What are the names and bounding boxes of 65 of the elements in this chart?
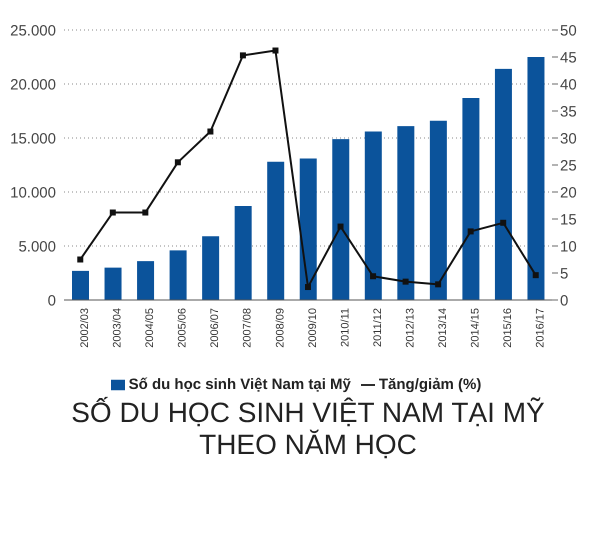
point bbox=[174, 159, 181, 166]
bar bbox=[267, 162, 284, 300]
y2-tick-label: 0 bbox=[560, 292, 568, 310]
y-tick-label: 0 bbox=[48, 292, 56, 310]
y2-tick-label: 25 bbox=[560, 157, 577, 174]
point bbox=[500, 220, 506, 226]
bar bbox=[170, 250, 187, 300]
y-tick-label: 5.000 bbox=[18, 238, 56, 256]
point bbox=[435, 281, 442, 288]
point bbox=[402, 278, 409, 285]
bar bbox=[494, 68, 512, 300]
legend-label: Số du học sinh Việt Nam tại Mỹ bbox=[128, 376, 351, 393]
bar bbox=[430, 120, 447, 300]
y-tick-label: 25.000 bbox=[10, 22, 56, 40]
bar bbox=[462, 98, 480, 300]
y2-tick-label: 40 bbox=[560, 76, 577, 94]
point bbox=[240, 52, 246, 58]
x-tick-label: 2002/03 bbox=[79, 308, 92, 348]
x-tick-label: 2016/17 bbox=[534, 308, 547, 348]
point bbox=[272, 48, 278, 54]
x-tick-label: 2015/16 bbox=[502, 308, 514, 348]
bar bbox=[527, 57, 544, 300]
point bbox=[305, 284, 311, 290]
x-tick-label: 2009/10 bbox=[306, 308, 319, 348]
point bbox=[207, 128, 214, 135]
x-tick-label: 2004/05 bbox=[144, 308, 156, 348]
x-tick-label: 2003/04 bbox=[112, 308, 124, 348]
x-tick-label: 2005/06 bbox=[176, 308, 189, 348]
legend-label: Tăng/giảm (%) bbox=[378, 376, 482, 393]
point bbox=[77, 256, 84, 262]
y2-tick-label: 10 bbox=[560, 238, 577, 256]
text: SỐ DU HỌC SINH VIỆT NAM TẠI MỸ THEO NĂM HỌC bbox=[70, 397, 546, 461]
x-tick-label: 2010/11 bbox=[339, 308, 352, 347]
x-tick-label: 2006/07 bbox=[209, 308, 222, 348]
bar bbox=[72, 270, 89, 300]
bar bbox=[202, 236, 220, 300]
point bbox=[370, 273, 376, 280]
y2-tick-label: 45 bbox=[560, 49, 577, 66]
y-tick-label: 15.000 bbox=[10, 130, 56, 148]
bar bbox=[104, 268, 122, 300]
bar bbox=[332, 139, 350, 300]
y-tick-label: 10.000 bbox=[10, 184, 56, 202]
bar bbox=[137, 261, 154, 300]
x-tick-label: 2013/14 bbox=[436, 308, 449, 348]
y2-tick-label: 5 bbox=[560, 265, 568, 282]
point bbox=[532, 272, 539, 278]
point bbox=[142, 210, 148, 216]
y2-tick-label: 35 bbox=[560, 103, 577, 120]
y2-tick-label: 15 bbox=[560, 211, 577, 228]
point bbox=[338, 224, 344, 230]
point bbox=[110, 210, 116, 216]
y2-tick-label: 20 bbox=[560, 184, 577, 202]
x-tick-label: 2008/09 bbox=[274, 308, 286, 348]
y2-tick-label: 30 bbox=[560, 130, 577, 148]
x-tick-label: 2012/13 bbox=[404, 308, 416, 348]
bar bbox=[300, 158, 317, 300]
y2-tick-label: 50 bbox=[560, 22, 577, 40]
bar bbox=[234, 206, 252, 300]
bar bbox=[397, 126, 414, 300]
x-tick-label: 2014/15 bbox=[469, 308, 482, 348]
bar bbox=[364, 132, 382, 300]
y-tick-label: 20.000 bbox=[10, 76, 56, 94]
x-tick-label: 2011/12 bbox=[372, 308, 384, 347]
point bbox=[468, 228, 474, 234]
x-tick-label: 2007/08 bbox=[242, 308, 254, 348]
